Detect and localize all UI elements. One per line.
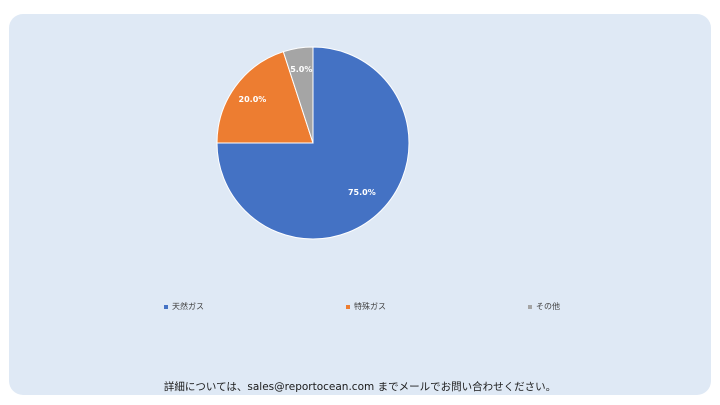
legend-label: その他 (536, 302, 560, 311)
legend-item-other: その他 (528, 301, 560, 312)
legend-item-natural-gas: 天然ガス (164, 301, 204, 312)
legend-label: 特殊ガス (354, 302, 386, 311)
legend-swatch (346, 304, 350, 309)
slice-other (282, 46, 314, 144)
data-label: 75.0% (348, 188, 376, 197)
slice-special-gas (216, 51, 314, 144)
contact-footer: 詳細については、sales@reportocean.com までメールでお問い合… (163, 381, 557, 393)
legend-swatch (164, 304, 168, 309)
legend-label: 天然ガス (172, 302, 204, 311)
slice-natural-gas (216, 46, 410, 240)
legend: 天然ガス 特殊ガス その他 (0, 301, 720, 315)
legend-swatch (528, 304, 532, 309)
legend-item-special-gas: 特殊ガス (346, 301, 386, 312)
data-label: 20.0% (239, 95, 267, 104)
data-label: 5.0% (290, 65, 312, 74)
